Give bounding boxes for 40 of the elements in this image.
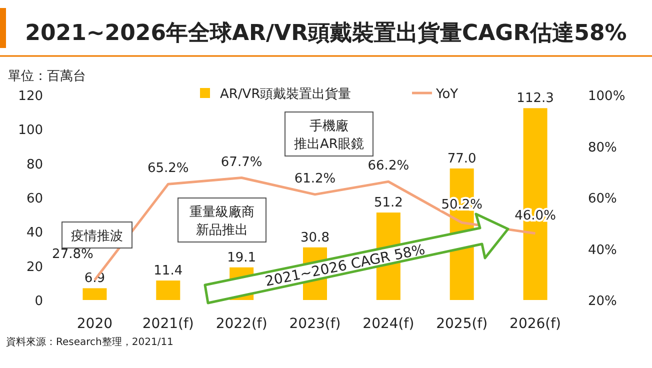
y2-tick-label: 80% [588,140,617,156]
source-note: 資料來源：Research整理，2021/11 [6,336,174,348]
x-tick-label: 2024(f) [362,316,414,332]
annotation: 手機廠推出AR眼鏡 [294,119,364,152]
y2-tick-label: 100% [588,89,626,104]
x-tick-label: 2026(f) [510,316,562,332]
x-tick-label: 2023(f) [289,316,341,332]
y-tick-label: 60 [26,192,43,206]
data-label: 19.1 [227,250,256,266]
annotation: 重量級廠商新品推出 [190,205,254,238]
data-label: 30.8 [300,230,330,246]
data-label: 112.3 [516,91,554,106]
y-tick-label: 120 [18,89,43,104]
data-label: 77.0 [447,151,476,166]
y2-tick-label: 40% [588,242,617,258]
x-tick-label: 2020 [76,316,113,332]
legend-label: AR/VR頭戴裝置出貨量 [220,87,352,102]
y-tick-label: 80 [26,157,43,172]
bar [156,280,180,300]
x-tick-label: 2021(f) [142,316,194,332]
data-label: 11.4 [154,264,183,279]
annotation: 疫情推波 [71,229,123,244]
data-label: 65.2% [147,161,189,176]
legend-label: YoY [435,87,458,102]
data-label: 66.2% [368,158,410,174]
x-tick-label: 2022(f) [216,316,268,332]
x-tick-label: 2025(f) [436,316,488,332]
y2-tick-label: 20% [588,294,617,309]
y-tick-label: 0 [34,294,43,309]
data-label: 27.8% [52,247,94,262]
y-tick-label: 100 [18,123,43,138]
data-label: 51.2 [374,196,403,211]
data-label: 61.2% [294,171,336,186]
data-label: 67.7% [220,154,262,170]
y2-tick-label: 60% [588,192,617,206]
y-tick-label: 20 [26,260,43,275]
y-axis-title: 單位：百萬台 [8,69,86,84]
y-tick-label: 40 [26,226,43,241]
bar [82,288,107,300]
chart-title: 2021~2026年全球AR/VR頭戴裝置出貨量CAGR估達58% [25,21,627,46]
